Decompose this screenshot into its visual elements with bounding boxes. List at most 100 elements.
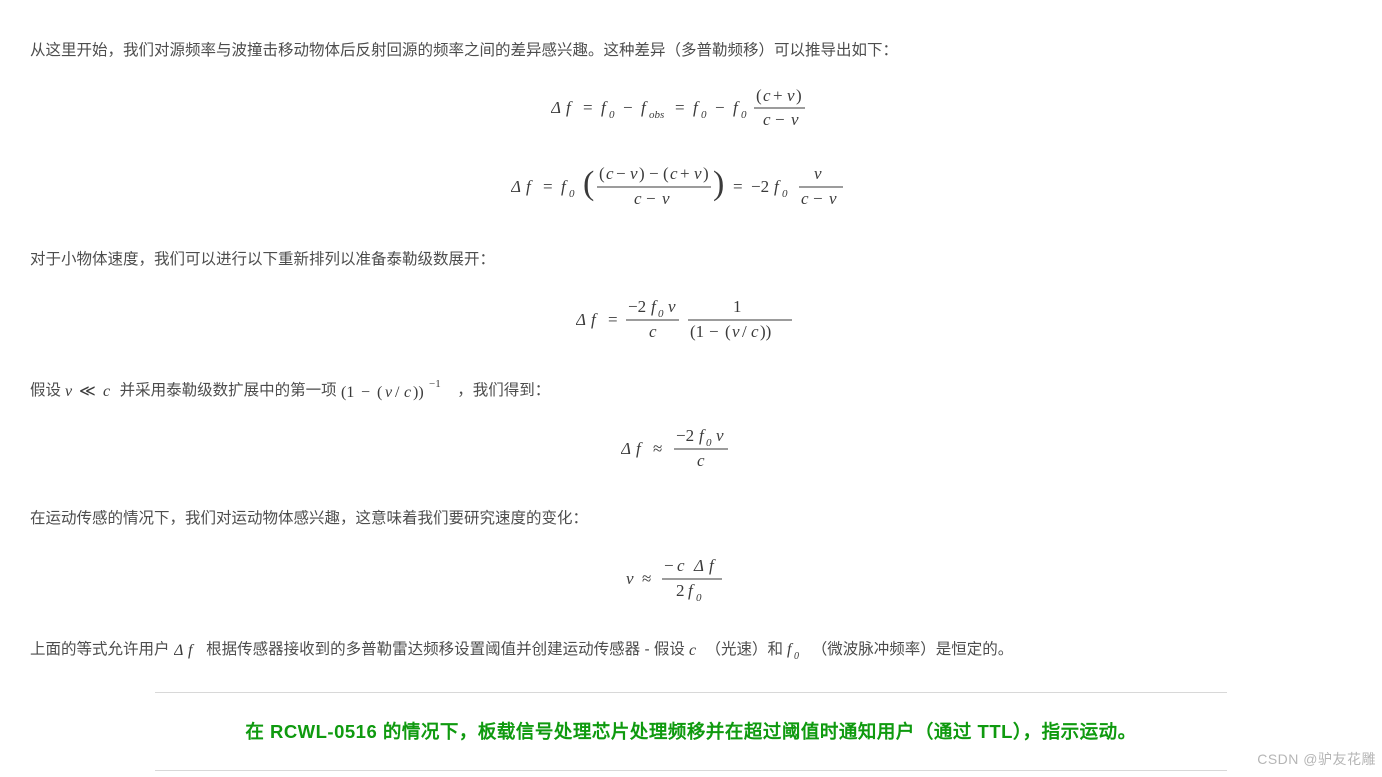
svg-text:v: v: [385, 384, 393, 401]
svg-text:c: c: [801, 189, 809, 208]
svg-text:f: f: [636, 439, 643, 458]
svg-text:−2: −2: [751, 177, 769, 196]
equation-taylor-prep: Δf = −2 f0 v c 1 (1 − (v /c )): [30, 297, 1352, 348]
inline-math-v-ll-c: v ≪ c: [61, 382, 120, 399]
svg-text:): ): [639, 164, 645, 183]
svg-text:v: v: [829, 189, 837, 208]
svg-text:1: 1: [733, 297, 742, 316]
svg-text:0: 0: [658, 308, 664, 320]
svg-text:=: =: [733, 177, 743, 196]
svg-text:v: v: [791, 110, 799, 129]
inline-math-c: c: [685, 641, 706, 658]
svg-text:f: f: [591, 310, 598, 329]
svg-text:f: f: [699, 427, 706, 445]
equation-delta-f-definition: Δf = f0 − fobs = f0 − f0 (c +v ) c−v: [30, 87, 1352, 134]
paragraph-assume: 假设 v ≪ c 并采用泰勒级数扩展中的第一项 (1 − ( v / c )): [30, 376, 1352, 405]
svg-text:)): )): [760, 322, 771, 341]
svg-text:−: −: [616, 164, 626, 183]
svg-text:/: /: [395, 384, 400, 401]
svg-text:v: v: [716, 427, 724, 445]
svg-text:Δ: Δ: [693, 556, 704, 575]
svg-text:−2: −2: [628, 297, 646, 316]
svg-text:f: f: [709, 556, 716, 575]
inline-math-f0: f0: [783, 641, 812, 658]
svg-text:(1: (1: [690, 322, 704, 341]
svg-text:0: 0: [569, 188, 575, 200]
svg-text:f: f: [688, 581, 695, 600]
svg-text:=: =: [608, 310, 618, 329]
watermark-csdn: CSDN @驴友花雕: [1257, 749, 1376, 769]
svg-text:−: −: [715, 98, 725, 117]
svg-text:0: 0: [706, 437, 712, 449]
svg-text:v: v: [814, 164, 822, 183]
svg-text:c: c: [634, 189, 642, 208]
p5-text-b: 根据传感器接收到的多普勒雷达频移设置阈值并创建运动传感器 - 假设: [206, 641, 685, 658]
svg-text:f: f: [641, 98, 648, 117]
svg-text:obs: obs: [649, 109, 664, 121]
svg-text:v: v: [787, 87, 795, 105]
svg-text:+: +: [773, 87, 783, 105]
svg-text:f: f: [733, 98, 740, 117]
svg-text:c: c: [763, 110, 771, 129]
svg-text:v: v: [626, 569, 634, 588]
svg-text:(: (: [725, 322, 731, 341]
svg-text:c: c: [689, 642, 696, 659]
svg-text:+: +: [680, 164, 690, 183]
svg-text:−: −: [361, 384, 370, 401]
inline-math-delta-f: Δf: [170, 641, 207, 658]
paragraph-conclusion: 上面的等式允许用户 Δf 根据传感器接收到的多普勒雷达频移设置阈值并创建运动传感…: [30, 635, 1352, 664]
svg-text:−: −: [623, 98, 633, 117]
svg-text:Δ: Δ: [551, 98, 561, 117]
inline-math-taylor-term: (1 − ( v / c )) −1: [337, 382, 458, 399]
separator-top: [155, 692, 1227, 693]
svg-text:c: c: [670, 164, 678, 183]
svg-text:f: f: [601, 98, 608, 117]
svg-text:v: v: [732, 322, 740, 341]
svg-text:f: f: [651, 297, 658, 316]
p5-text-a: 上面的等式允许用户: [30, 641, 170, 658]
svg-text:Δ: Δ: [511, 177, 521, 196]
svg-text:0: 0: [701, 109, 707, 121]
svg-text:/: /: [742, 322, 747, 341]
svg-text:=: =: [675, 98, 685, 117]
equation-delta-f-expanded: Δf = f0 ( (c −v ) − (c +v ) c−v ) = −2 f…: [30, 162, 1352, 217]
svg-text:f: f: [774, 177, 781, 196]
svg-text:(: (: [599, 164, 605, 183]
svg-text:−: −: [709, 322, 719, 341]
svg-text:f: f: [188, 642, 195, 659]
svg-text:c: c: [751, 322, 759, 341]
svg-text:−: −: [646, 189, 656, 208]
svg-text:0: 0: [741, 109, 747, 121]
svg-text:0: 0: [794, 651, 799, 660]
svg-text:f: f: [561, 177, 568, 196]
paragraph-motion: 在运动传感的情况下，我们对运动物体感兴趣，这意味着我们要研究速度的变化：: [30, 504, 1352, 533]
svg-text:v: v: [662, 189, 670, 208]
svg-text:v: v: [668, 297, 676, 316]
svg-text:0: 0: [696, 592, 702, 602]
p3-text-c: ，我们得到：: [457, 382, 550, 399]
svg-text:f: f: [566, 98, 573, 117]
svg-text:v: v: [694, 164, 702, 183]
paragraph-intro: 从这里开始，我们对源频率与波撞击移动物体后反射回源的频率之间的差异感兴趣。这种差…: [30, 36, 1352, 65]
svg-text:(1: (1: [341, 384, 354, 401]
svg-text:): ): [713, 165, 724, 202]
svg-text:c: c: [677, 556, 685, 575]
equation-approx-delta-f: Δf ≈ −2 f0 v c: [30, 427, 1352, 476]
svg-text:c: c: [606, 164, 614, 183]
svg-text:−: −: [649, 164, 659, 183]
svg-text:−: −: [813, 189, 823, 208]
svg-text:Δ: Δ: [576, 310, 586, 329]
svg-text:−1: −1: [429, 379, 441, 390]
equation-velocity: v ≈ −c Δf 2 f0: [30, 556, 1352, 607]
svg-text:c: c: [649, 322, 657, 341]
svg-text:≈: ≈: [642, 569, 651, 588]
svg-text:v: v: [630, 164, 638, 183]
svg-text:=: =: [543, 177, 553, 196]
p5-text-c: （光速）和: [706, 641, 784, 658]
svg-text:−: −: [775, 110, 785, 129]
svg-text:): ): [796, 87, 802, 105]
svg-text:)): )): [413, 384, 424, 401]
svg-text:≈: ≈: [653, 439, 662, 458]
svg-text:(: (: [663, 164, 669, 183]
p5-text-d: （微波脉冲频率）是恒定的。: [812, 641, 1014, 658]
